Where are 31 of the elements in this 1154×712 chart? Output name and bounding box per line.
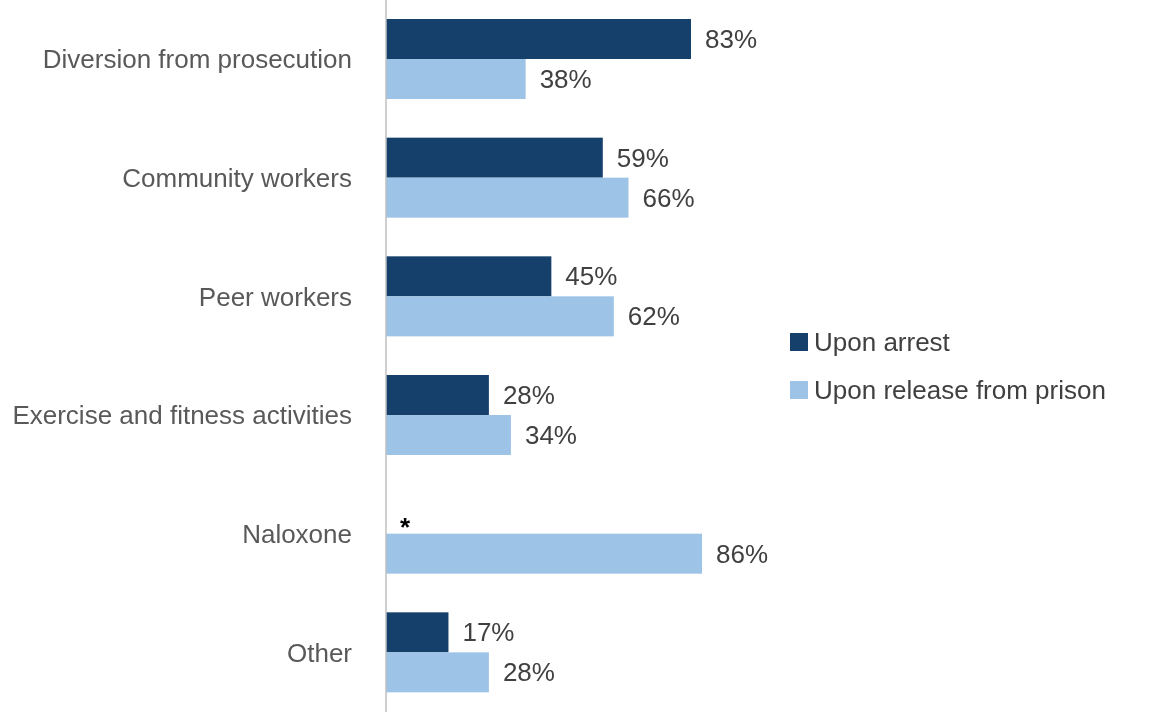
bar <box>386 533 702 574</box>
bar <box>386 256 552 297</box>
bar <box>386 612 449 653</box>
bar <box>386 296 614 337</box>
data-label: 17% <box>462 617 515 648</box>
data-label: 59% <box>616 142 669 173</box>
legend-label: Upon release from prison <box>814 374 1106 406</box>
legend-label: Upon arrest <box>814 326 950 358</box>
bar <box>386 137 603 178</box>
data-label: 28% <box>502 657 555 688</box>
bar <box>386 415 511 455</box>
data-label: 62% <box>627 301 680 332</box>
y-tick-label: Diversion from prosecution <box>42 44 352 75</box>
bar <box>386 59 526 99</box>
data-label: 83% <box>704 24 758 54</box>
data-label: 45% <box>565 261 618 292</box>
data-label: 66% <box>642 182 695 213</box>
data-label: 86% <box>716 538 769 569</box>
y-tick-label: Exercise and fitness activities <box>12 400 352 431</box>
y-tick-label: Peer workers <box>198 281 352 312</box>
bar <box>386 652 489 693</box>
data-label: 28% <box>502 380 555 410</box>
annotation: * <box>400 512 411 543</box>
y-tick-label: Naloxone <box>242 519 352 549</box>
y-tick-label: Community workers <box>122 163 352 193</box>
data-label: 38% <box>539 64 592 94</box>
bar <box>386 19 691 59</box>
bar <box>386 375 489 415</box>
bar <box>386 177 629 218</box>
y-tick-label: Other <box>286 637 353 668</box>
data-label: 34% <box>524 420 577 450</box>
